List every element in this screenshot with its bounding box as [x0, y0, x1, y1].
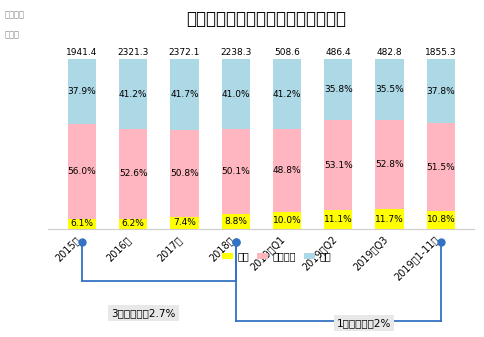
Bar: [119, 59, 147, 129]
Bar: [376, 120, 404, 209]
Bar: [273, 212, 301, 229]
Text: 10.8%: 10.8%: [426, 215, 455, 224]
Text: 41.2%: 41.2%: [119, 90, 148, 99]
Bar: [68, 219, 96, 229]
Text: 11.1%: 11.1%: [324, 215, 353, 224]
Text: 豪华品牌近年市场份额变化（万辆）: 豪华品牌近年市场份额变化（万辆）: [186, 10, 346, 28]
Text: 508.6: 508.6: [274, 48, 300, 57]
Text: 6.1%: 6.1%: [70, 219, 93, 228]
Bar: [324, 210, 352, 229]
Bar: [68, 124, 96, 219]
Text: 56.0%: 56.0%: [67, 167, 96, 176]
Text: 50.8%: 50.8%: [170, 169, 199, 178]
Bar: [222, 59, 250, 129]
Text: 41.7%: 41.7%: [170, 90, 199, 99]
Bar: [427, 211, 455, 229]
Bar: [427, 123, 455, 211]
Text: 52.6%: 52.6%: [119, 170, 148, 178]
Bar: [273, 129, 301, 212]
Text: 48.8%: 48.8%: [272, 166, 302, 175]
Text: 2238.3: 2238.3: [220, 48, 251, 57]
Bar: [170, 130, 198, 217]
Text: 50.1%: 50.1%: [221, 167, 250, 176]
Text: 53.1%: 53.1%: [324, 161, 353, 170]
Bar: [376, 209, 404, 229]
Text: 1年份额提升2%: 1年份额提升2%: [337, 318, 391, 328]
Bar: [170, 59, 198, 130]
Text: 35.8%: 35.8%: [324, 85, 353, 94]
Bar: [119, 129, 147, 219]
Text: 37.8%: 37.8%: [426, 87, 455, 96]
Text: 2372.1: 2372.1: [169, 48, 200, 57]
Bar: [324, 59, 352, 120]
Text: 8.8%: 8.8%: [224, 217, 247, 226]
Text: 11.7%: 11.7%: [375, 215, 404, 224]
Text: 41.2%: 41.2%: [273, 90, 301, 99]
Text: 486.4: 486.4: [325, 48, 351, 57]
Bar: [222, 214, 250, 229]
Text: 狭义乘用: 狭义乘用: [5, 10, 25, 19]
Text: 41.0%: 41.0%: [221, 90, 250, 99]
Text: 10.0%: 10.0%: [272, 216, 302, 225]
Bar: [376, 59, 404, 120]
Bar: [119, 219, 147, 229]
Text: 6.2%: 6.2%: [121, 219, 145, 228]
Bar: [273, 59, 301, 129]
Legend: 豪华, 主流合资, 自主: 豪华, 主流合资, 自主: [218, 247, 335, 265]
Text: 1855.3: 1855.3: [425, 48, 457, 57]
Text: 51.5%: 51.5%: [426, 162, 455, 172]
Text: 37.9%: 37.9%: [67, 87, 96, 96]
Text: 35.5%: 35.5%: [375, 85, 404, 94]
Text: 52.8%: 52.8%: [375, 160, 404, 169]
Text: 3年份额提升2.7%: 3年份额提升2.7%: [111, 308, 176, 318]
Bar: [222, 129, 250, 214]
Bar: [170, 217, 198, 229]
Bar: [68, 59, 96, 124]
Bar: [427, 59, 455, 123]
Text: 车总体: 车总体: [5, 30, 20, 39]
Text: 482.8: 482.8: [377, 48, 402, 57]
Bar: [324, 120, 352, 210]
Text: 7.4%: 7.4%: [173, 218, 196, 227]
Text: 2321.3: 2321.3: [118, 48, 149, 57]
Text: 1941.4: 1941.4: [66, 48, 98, 57]
